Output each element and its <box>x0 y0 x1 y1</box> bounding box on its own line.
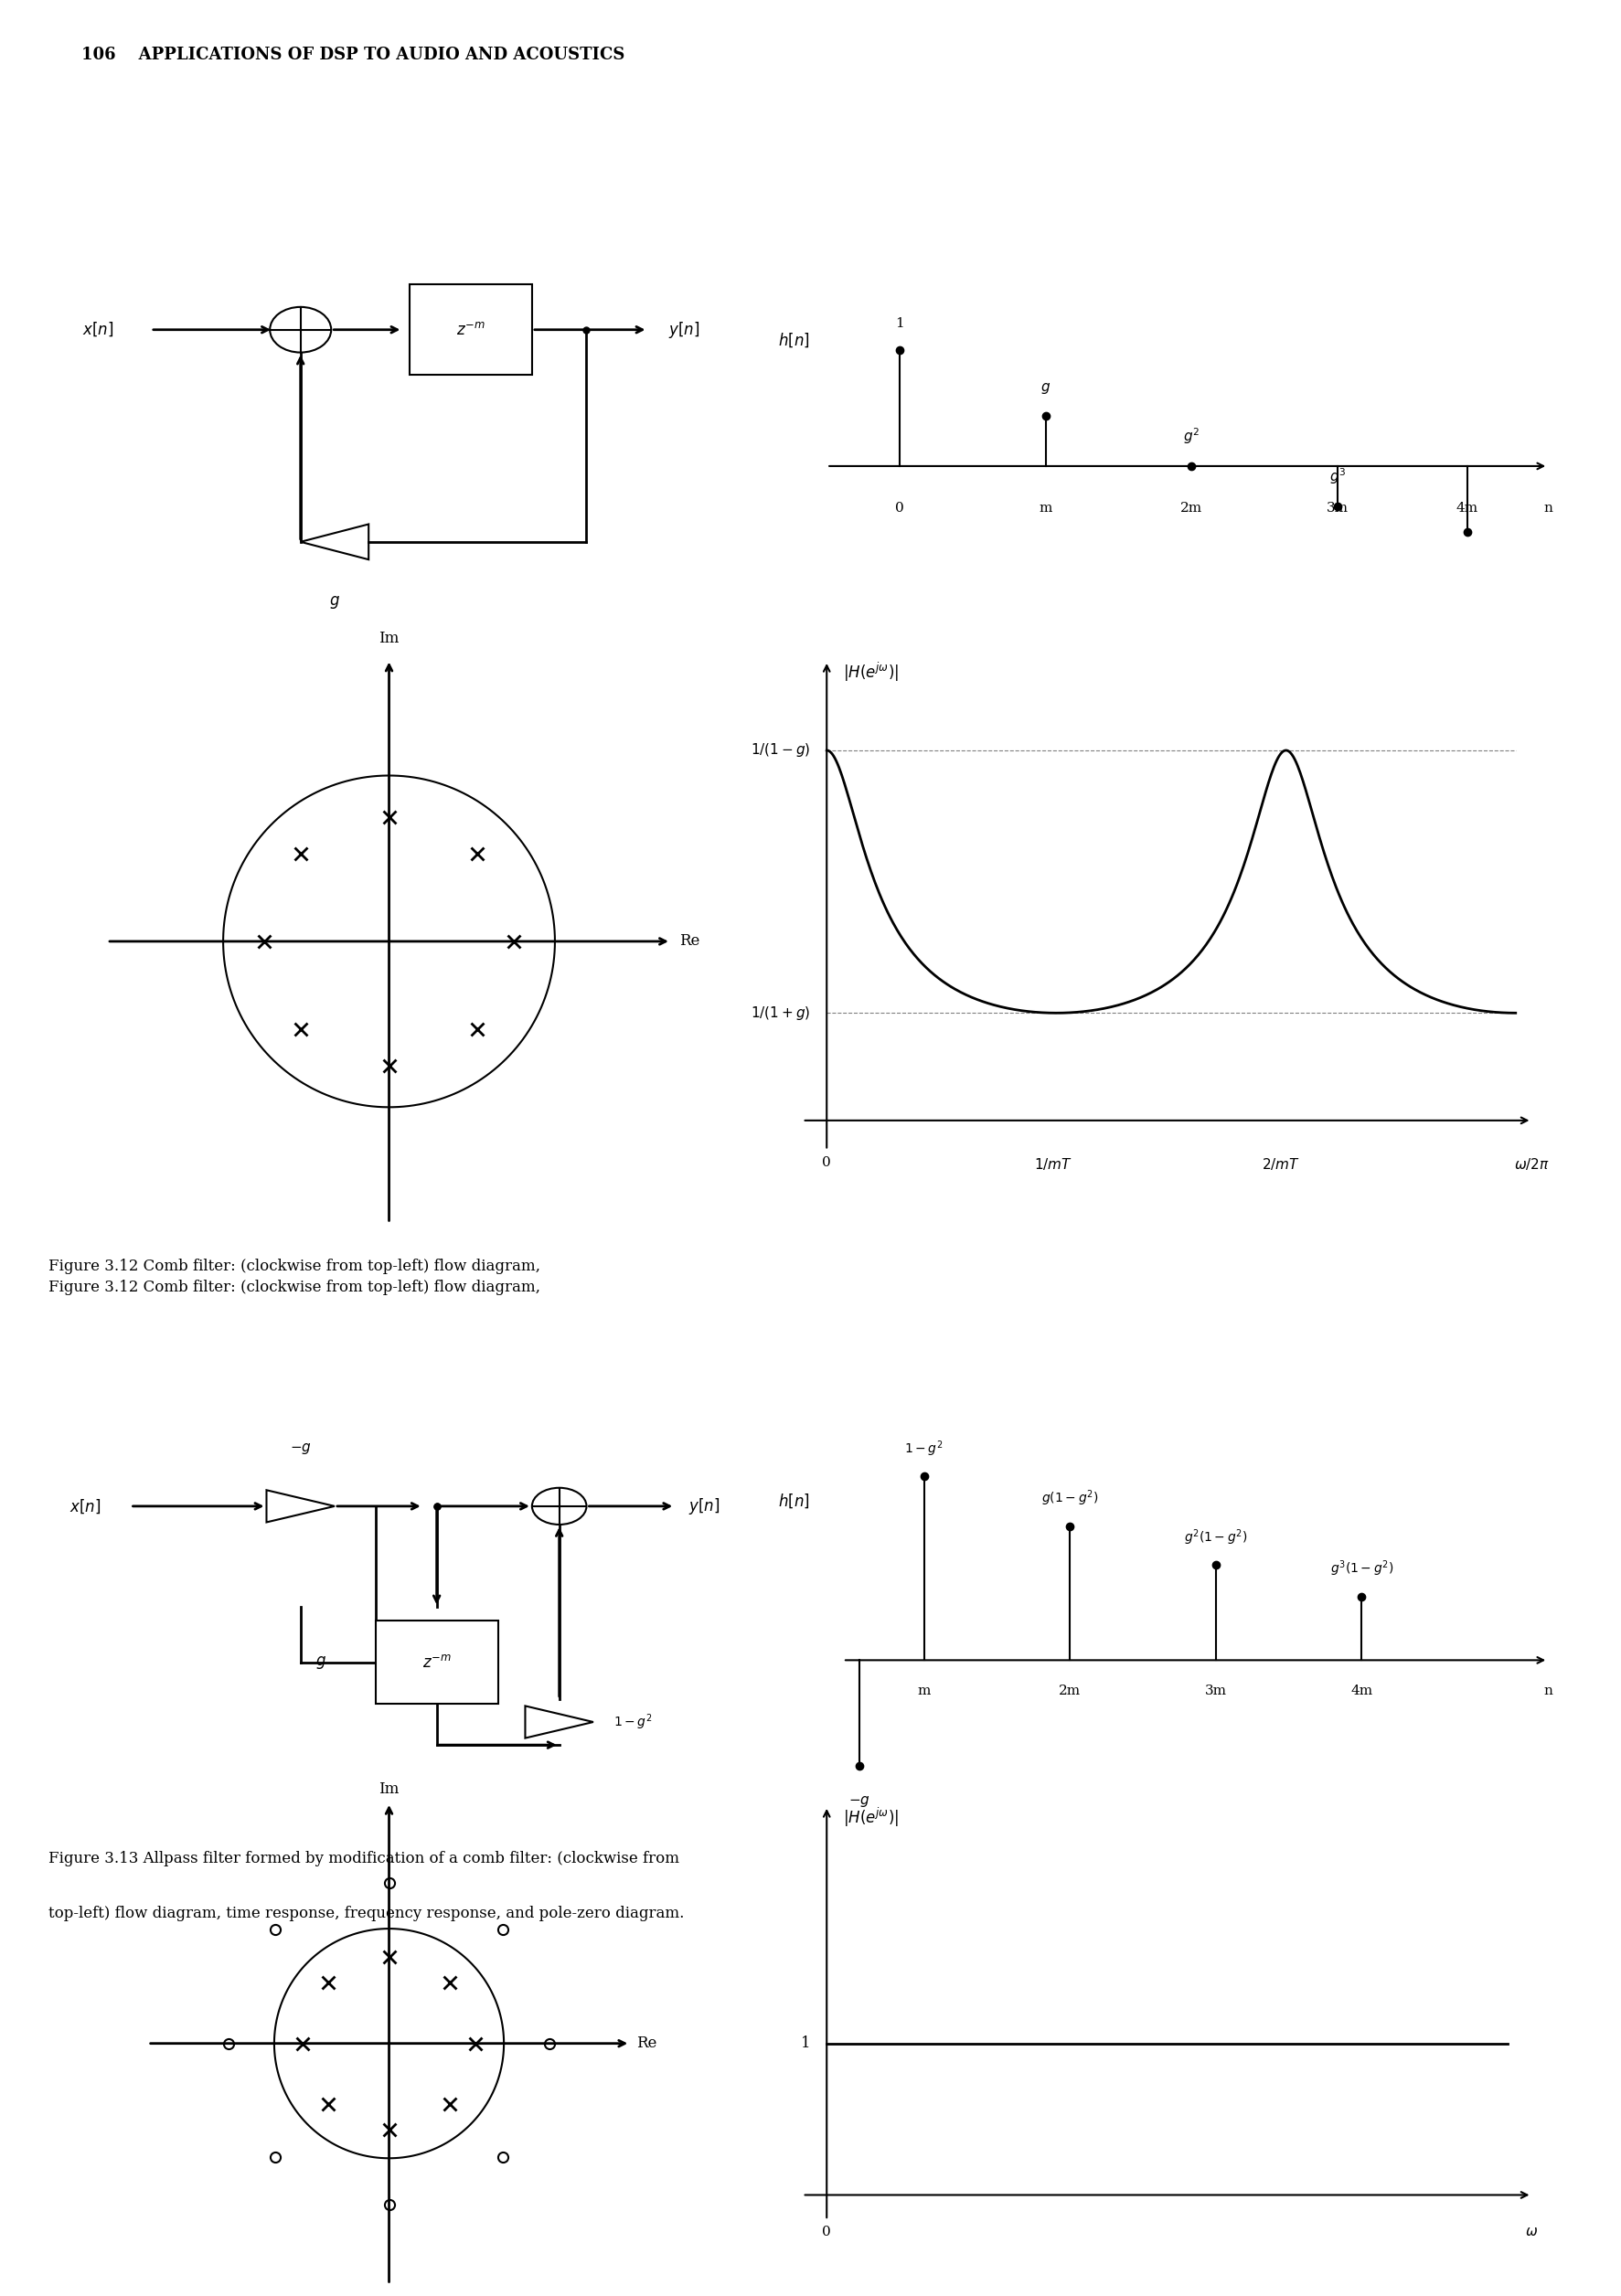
Text: $-g$: $-g$ <box>290 1442 311 1456</box>
Text: $g$: $g$ <box>316 1653 326 1671</box>
Text: $\omega$: $\omega$ <box>1525 2225 1538 2239</box>
Text: 3m: 3m <box>1326 501 1349 514</box>
Text: 1: 1 <box>895 317 905 331</box>
Text: $1/mT$: $1/mT$ <box>1034 1157 1073 1171</box>
Text: $2/mT$: $2/mT$ <box>1261 1157 1300 1171</box>
Text: n: n <box>1543 1685 1553 1697</box>
Text: $|H(e^{j\omega})|$: $|H(e^{j\omega})|$ <box>843 661 898 684</box>
Text: 106    APPLICATIONS OF DSP TO AUDIO AND ACOUSTICS: 106 APPLICATIONS OF DSP TO AUDIO AND ACO… <box>81 46 624 64</box>
Text: $x[n]$: $x[n]$ <box>83 321 113 338</box>
Text: Figure 3.12 Comb filter: (clockwise from top-left) flow diagram,: Figure 3.12 Comb filter: (clockwise from… <box>49 1258 545 1274</box>
Text: $\omega/2\pi$: $\omega/2\pi$ <box>1514 1157 1550 1171</box>
Text: $g^3$: $g^3$ <box>1329 466 1345 487</box>
Text: $g^3(1-g^2)$: $g^3(1-g^2)$ <box>1329 1559 1394 1580</box>
Text: n: n <box>1543 501 1553 514</box>
Text: 3m: 3m <box>1204 1685 1227 1697</box>
Text: $x[n]$: $x[n]$ <box>70 1497 101 1515</box>
Text: $1/(1-g)$: $1/(1-g)$ <box>751 742 810 760</box>
Text: 4m: 4m <box>1350 1685 1373 1697</box>
Text: $g^2$: $g^2$ <box>1183 427 1200 445</box>
FancyBboxPatch shape <box>410 285 532 374</box>
Text: 0: 0 <box>895 501 905 514</box>
Text: $g$: $g$ <box>1041 381 1050 395</box>
Text: 0: 0 <box>822 1157 832 1169</box>
Text: $z^{-m}$: $z^{-m}$ <box>456 321 485 338</box>
Text: $|H(e^{j\omega})|$: $|H(e^{j\omega})|$ <box>843 1807 898 1830</box>
Text: $g^2(1-g^2)$: $g^2(1-g^2)$ <box>1183 1527 1248 1548</box>
Text: top-left) flow diagram, time response, frequency response, and pole-zero diagram: top-left) flow diagram, time response, f… <box>49 1906 684 1922</box>
FancyBboxPatch shape <box>376 1621 498 1704</box>
Text: $y[n]$: $y[n]$ <box>668 319 700 340</box>
Text: Im: Im <box>379 1782 399 1795</box>
Text: $g$: $g$ <box>329 595 340 611</box>
Text: 2m: 2m <box>1180 501 1203 514</box>
Text: $-g$: $-g$ <box>848 1795 870 1809</box>
Text: $g(1-g^2)$: $g(1-g^2)$ <box>1041 1488 1099 1508</box>
Text: Figure 3.13 Allpass filter formed by modification of a comb filter: (clockwise f: Figure 3.13 Allpass filter formed by mod… <box>49 1851 679 1867</box>
Text: $h[n]$: $h[n]$ <box>778 1492 810 1511</box>
Text: 4m: 4m <box>1456 501 1478 514</box>
Text: m: m <box>917 1685 930 1697</box>
Text: Re: Re <box>679 934 700 948</box>
Text: $1-g^2$: $1-g^2$ <box>614 1713 653 1731</box>
Text: 0: 0 <box>822 2225 832 2239</box>
Text: $y[n]$: $y[n]$ <box>689 1497 720 1515</box>
Text: $1-g^2$: $1-g^2$ <box>905 1440 943 1458</box>
Text: Figure 3.12 Comb filter: (clockwise from top-left) flow diagram,: Figure 3.12 Comb filter: (clockwise from… <box>49 1279 545 1295</box>
Text: 1: 1 <box>801 2037 810 2050</box>
Text: Im: Im <box>379 631 399 645</box>
Text: Re: Re <box>635 2037 657 2050</box>
Text: $h[n]$: $h[n]$ <box>778 331 810 349</box>
Text: m: m <box>1039 501 1052 514</box>
Text: $z^{-m}$: $z^{-m}$ <box>421 1653 451 1671</box>
Text: 2m: 2m <box>1059 1685 1081 1697</box>
Text: $1/(1+g)$: $1/(1+g)$ <box>751 1003 810 1022</box>
